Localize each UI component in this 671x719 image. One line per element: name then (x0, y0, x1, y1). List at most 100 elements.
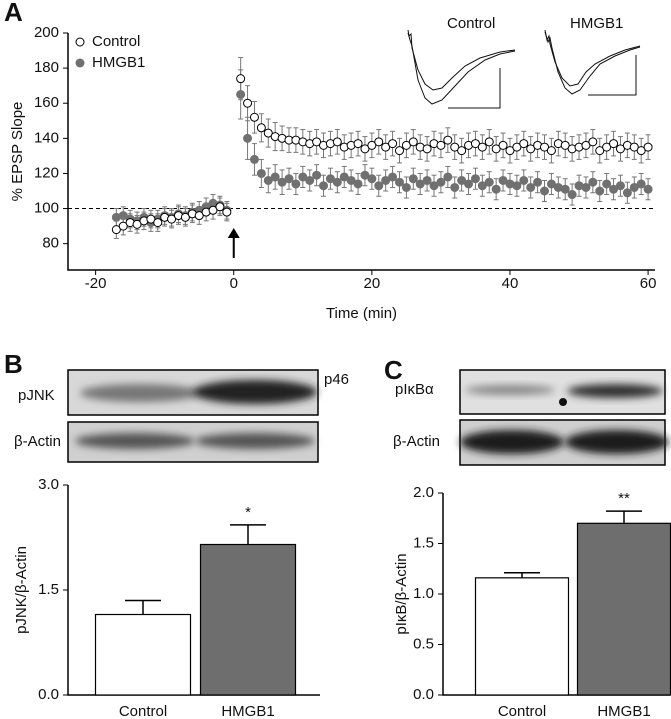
data-point (332, 177, 342, 187)
data-point (360, 144, 370, 154)
y-tick-label: 180 (34, 59, 59, 76)
panel-label: B (4, 349, 23, 379)
legend-marker (75, 58, 85, 68)
data-point (180, 212, 190, 222)
significance-label: ** (618, 490, 630, 507)
data-point (167, 214, 177, 224)
blot-label: pJNK (18, 387, 55, 404)
data-point (353, 179, 363, 189)
data-point (374, 181, 384, 191)
bar (94, 613, 192, 696)
blot-label: β-Actin (14, 433, 61, 450)
data-point (602, 179, 612, 189)
data-point (415, 179, 425, 189)
data-point (270, 172, 280, 182)
data-point (622, 188, 632, 198)
bar (576, 522, 671, 696)
data-point (609, 184, 619, 194)
data-point (408, 137, 418, 147)
x-tick-label: HMGB1 (221, 703, 274, 719)
data-point (374, 137, 384, 147)
y-tick-label: 2.0 (413, 484, 434, 501)
data-point (319, 181, 329, 191)
data-point (519, 139, 529, 149)
data-point (236, 74, 246, 84)
data-point (477, 181, 487, 191)
inset-traces: Control HMGB1 (407, 15, 641, 109)
data-point (636, 146, 646, 156)
data-point (401, 182, 411, 192)
data-point (346, 175, 356, 185)
data-point (215, 202, 225, 212)
data-point (367, 174, 377, 184)
inset-label: HMGB1 (570, 15, 623, 32)
data-point (615, 181, 625, 191)
western-blot: pIκBα β-Actin (393, 369, 669, 466)
x-axis-label: Time (min) (326, 305, 397, 322)
x-tick-label: 40 (502, 275, 519, 292)
data-point (498, 175, 508, 185)
data-point (394, 177, 404, 187)
bar (474, 577, 570, 696)
panel-label: A (4, 0, 23, 27)
significance-label: * (245, 504, 251, 521)
y-tick-label: 140 (34, 129, 59, 146)
data-point (581, 182, 591, 192)
data-point (581, 140, 591, 150)
data-point (263, 128, 273, 138)
data-point (470, 174, 480, 184)
blot-label: pIκBα (395, 381, 434, 398)
arrow-head (227, 228, 240, 238)
data-point (332, 137, 342, 147)
blot-label: β-Actin (393, 433, 440, 450)
data-point (339, 172, 349, 182)
y-tick-label: 0.0 (38, 686, 59, 703)
data-point (602, 142, 612, 152)
x-tick-label: HMGB1 (597, 703, 650, 719)
data-point (464, 179, 474, 189)
x-tick-label: -20 (85, 275, 107, 292)
data-point (249, 154, 259, 164)
data-point (388, 172, 398, 182)
y-tick-label: 160 (34, 94, 59, 111)
data-point (132, 219, 142, 229)
data-point (560, 140, 570, 150)
data-point (588, 177, 598, 187)
y-tick-label: 100 (34, 200, 59, 217)
axis-line (67, 33, 655, 271)
data-point (111, 225, 121, 235)
y-tick-label: 1.5 (413, 534, 434, 551)
data-point (450, 182, 460, 192)
data-point (408, 174, 418, 184)
data-point (284, 174, 294, 184)
legend-label: Control (92, 33, 140, 50)
data-point (436, 140, 446, 150)
x-tick-label: Control (498, 703, 546, 719)
y-tick-label: 1.5 (38, 581, 59, 598)
data-point (540, 142, 550, 152)
data-point (636, 179, 646, 189)
data-point (325, 174, 335, 184)
data-point (588, 137, 598, 147)
y-tick-label: 0.5 (413, 635, 434, 652)
data-point (643, 142, 653, 152)
x-tick-label: 0 (230, 275, 238, 292)
data-point (118, 221, 128, 231)
legend-marker (75, 37, 85, 47)
data-point (388, 139, 398, 149)
bar (199, 543, 297, 696)
data-point (643, 184, 653, 194)
data-point (263, 175, 273, 185)
data-point (298, 172, 308, 182)
data-point (450, 142, 460, 152)
data-point (533, 177, 543, 187)
data-point (249, 112, 259, 122)
y-tick-label: 80 (42, 235, 59, 252)
data-point (394, 146, 404, 156)
data-point (546, 146, 556, 156)
data-point (484, 177, 494, 187)
data-point (353, 139, 363, 149)
data-point (470, 139, 480, 149)
x-tick-label: 20 (364, 275, 381, 292)
